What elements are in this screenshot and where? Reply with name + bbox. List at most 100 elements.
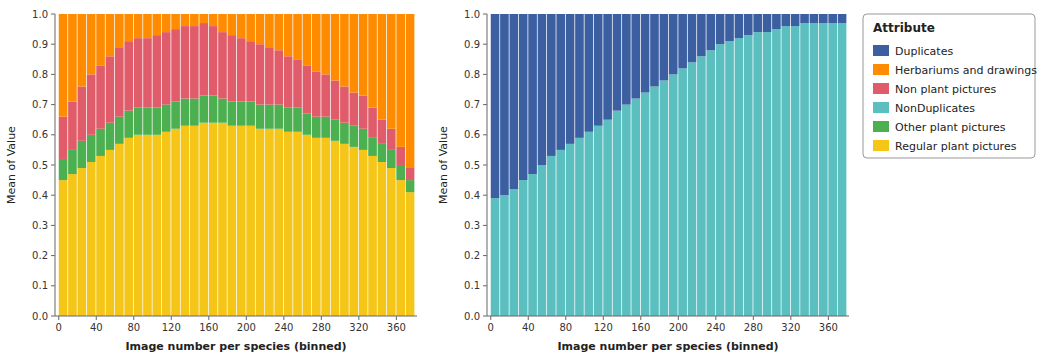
x-tick — [828, 316, 829, 320]
y-tick — [483, 165, 487, 166]
bar — [274, 105, 283, 129]
y-tick — [51, 255, 55, 256]
bar — [603, 120, 612, 316]
y-tick — [51, 74, 55, 75]
x-tick-label: 40 — [90, 322, 103, 333]
bar — [735, 38, 744, 316]
x-tick-label: 160 — [631, 322, 650, 333]
bar — [284, 56, 293, 107]
bar — [199, 96, 208, 123]
y-tick-label: 0.2 — [32, 250, 48, 261]
bar — [406, 192, 415, 316]
bar — [406, 168, 415, 180]
y-tick-label: 0.1 — [464, 280, 480, 291]
y-tick — [483, 195, 487, 196]
y-tick-label: 0.6 — [464, 129, 480, 140]
bar — [87, 14, 96, 74]
bar — [547, 156, 556, 316]
legend-swatch — [873, 64, 889, 75]
bar — [246, 41, 255, 101]
x-tick — [171, 316, 172, 320]
bar — [87, 162, 96, 316]
legend-label: Non plant pictures — [895, 83, 996, 96]
bar — [368, 138, 377, 156]
y-tick-label: 0.4 — [32, 190, 48, 201]
bar — [96, 14, 105, 65]
bar — [660, 80, 669, 316]
x-tick — [528, 316, 529, 320]
bar — [331, 141, 340, 316]
bar — [528, 14, 537, 174]
bar — [340, 14, 349, 86]
bar — [828, 14, 837, 23]
x-tick-label: 40 — [522, 322, 535, 333]
x-tick — [565, 316, 566, 320]
bar — [293, 108, 302, 132]
bar — [800, 23, 809, 316]
bar — [500, 195, 509, 316]
bar — [753, 14, 762, 32]
bar — [744, 14, 753, 35]
bar — [387, 14, 396, 129]
bar — [106, 56, 115, 122]
bar — [293, 59, 302, 107]
bar — [547, 14, 556, 156]
y-tick-label: 0.7 — [32, 99, 48, 110]
y-axis-label: Mean of Value — [437, 126, 450, 204]
bar — [556, 150, 565, 316]
bar — [218, 14, 227, 32]
legend-swatch — [873, 83, 889, 94]
bar — [321, 138, 330, 316]
bar — [359, 96, 368, 129]
legend-frame — [863, 14, 1035, 158]
bar — [368, 156, 377, 316]
bars — [491, 14, 847, 316]
x-tick — [321, 316, 322, 320]
bar — [115, 47, 124, 116]
bar — [810, 23, 819, 316]
panel: 0.00.10.20.30.40.50.60.70.80.91.00408012… — [437, 9, 849, 354]
y-tick-label: 0.9 — [32, 39, 48, 50]
x-tick-label: 200 — [669, 322, 688, 333]
bar — [368, 108, 377, 138]
bar — [791, 14, 800, 26]
bar — [378, 144, 387, 162]
y-tick-label: 0.4 — [464, 190, 480, 201]
bar — [378, 120, 387, 144]
bar — [293, 132, 302, 316]
x-tick-label: 360 — [819, 322, 838, 333]
bar — [209, 96, 218, 123]
legend-swatch — [873, 121, 889, 132]
bar — [228, 102, 237, 126]
bar — [228, 126, 237, 316]
bar — [585, 132, 594, 316]
y-tick-label: 0.8 — [464, 69, 480, 80]
bar — [96, 156, 105, 316]
bar — [190, 26, 199, 98]
bar — [519, 180, 528, 316]
bar — [115, 117, 124, 144]
bar — [753, 32, 762, 316]
bar — [284, 14, 293, 56]
bar — [396, 165, 405, 180]
y-tick-label: 0.1 — [32, 280, 48, 291]
bar — [96, 129, 105, 156]
bar — [396, 147, 405, 165]
bar — [68, 150, 77, 174]
bar — [106, 150, 115, 316]
bar — [396, 180, 405, 316]
bar — [378, 162, 387, 316]
bar — [199, 123, 208, 316]
bar — [143, 14, 152, 38]
bar — [387, 129, 396, 150]
bar — [706, 50, 715, 316]
bar — [678, 68, 687, 316]
bar — [781, 14, 790, 26]
y-tick — [51, 316, 55, 317]
x-tick — [396, 316, 397, 320]
y-tick-label: 0.0 — [464, 311, 480, 322]
bar — [575, 14, 584, 138]
x-axis-line — [55, 316, 417, 317]
bar — [256, 129, 265, 316]
bar — [153, 108, 162, 135]
